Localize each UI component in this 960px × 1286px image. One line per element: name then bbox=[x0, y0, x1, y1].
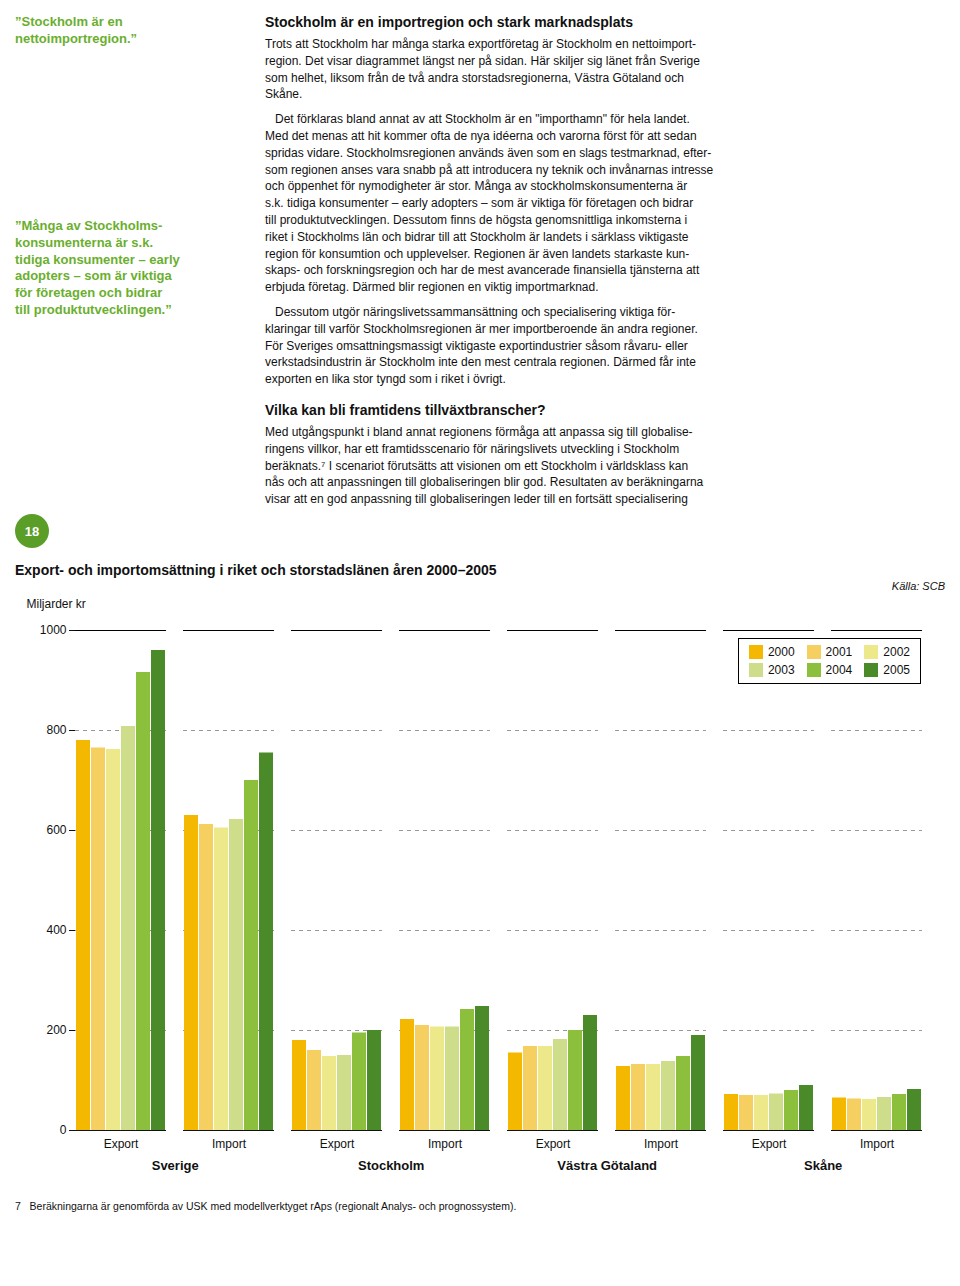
svg-text:Export: Export bbox=[104, 1137, 139, 1151]
svg-text:400: 400 bbox=[46, 923, 66, 937]
html-text:2002: 2002 bbox=[883, 645, 910, 659]
html-text:Med utgångspunkt i bland annat: Med utgångspunkt i bland annat regionens… bbox=[265, 424, 704, 507]
html-text:2004: 2004 bbox=[825, 663, 853, 677]
html-text:Export- och importomsättning i: Export- och importomsättning i riket och… bbox=[15, 562, 497, 578]
html-text:7 Beräkningarna är genomförda: 7 Beräkningarna är genomförda av USK med… bbox=[15, 1200, 517, 1212]
html-text:2003: 2003 bbox=[767, 663, 795, 677]
html-text:”Många av Stockholms- konsumen: ”Många av Stockholms- konsumenterna är s… bbox=[15, 217, 180, 318]
html-text:Det förklaras bland annat av a: Det förklaras bland annat av att Stockho… bbox=[265, 112, 714, 295]
html-text:2005: 2005 bbox=[883, 663, 910, 677]
svg-text:200: 200 bbox=[46, 1023, 66, 1037]
html-text:Dessutom utgör näringslivetssa: Dessutom utgör näringslivetssammansättni… bbox=[265, 305, 698, 387]
html-text:Källa: SCB: Källa: SCB bbox=[891, 580, 945, 592]
svg-text:Västra Götaland: Västra Götaland bbox=[557, 1158, 657, 1173]
svg-text:Import: Import bbox=[860, 1137, 895, 1151]
svg-text:Import: Import bbox=[428, 1137, 463, 1151]
html-text:18: 18 bbox=[24, 523, 40, 539]
svg-text:600: 600 bbox=[46, 823, 66, 837]
svg-text:Export: Export bbox=[536, 1137, 571, 1151]
html-text:Vilka kan bli framtidens tillv: Vilka kan bli framtidens tillväxtbransch… bbox=[265, 401, 546, 418]
svg-text:Import: Import bbox=[212, 1137, 247, 1151]
svg-text:1000: 1000 bbox=[40, 623, 67, 637]
svg-text:0: 0 bbox=[60, 1123, 67, 1137]
svg-text:Export: Export bbox=[320, 1137, 355, 1151]
svg-text:Sverige: Sverige bbox=[152, 1158, 199, 1173]
html-text:2000: 2000 bbox=[767, 645, 795, 659]
svg-text:Export: Export bbox=[752, 1137, 787, 1151]
svg-text:800: 800 bbox=[46, 723, 66, 737]
svg-text:Stockholm: Stockholm bbox=[358, 1158, 424, 1173]
svg-text:Import: Import bbox=[644, 1137, 679, 1151]
svg-text:Skåne: Skåne bbox=[804, 1158, 842, 1173]
html-text:2001: 2001 bbox=[825, 645, 853, 659]
html-text:Stockholm är en importregion o: Stockholm är en importregion och stark m… bbox=[265, 14, 633, 30]
html-text:”Stockholm är en nettoimportre: ”Stockholm är en nettoimportregion.” bbox=[15, 14, 137, 46]
html-text:Trots att Stockholm har många: Trots att Stockholm har många starka exp… bbox=[265, 37, 700, 102]
svg-text:Miljarder kr: Miljarder kr bbox=[27, 597, 86, 611]
